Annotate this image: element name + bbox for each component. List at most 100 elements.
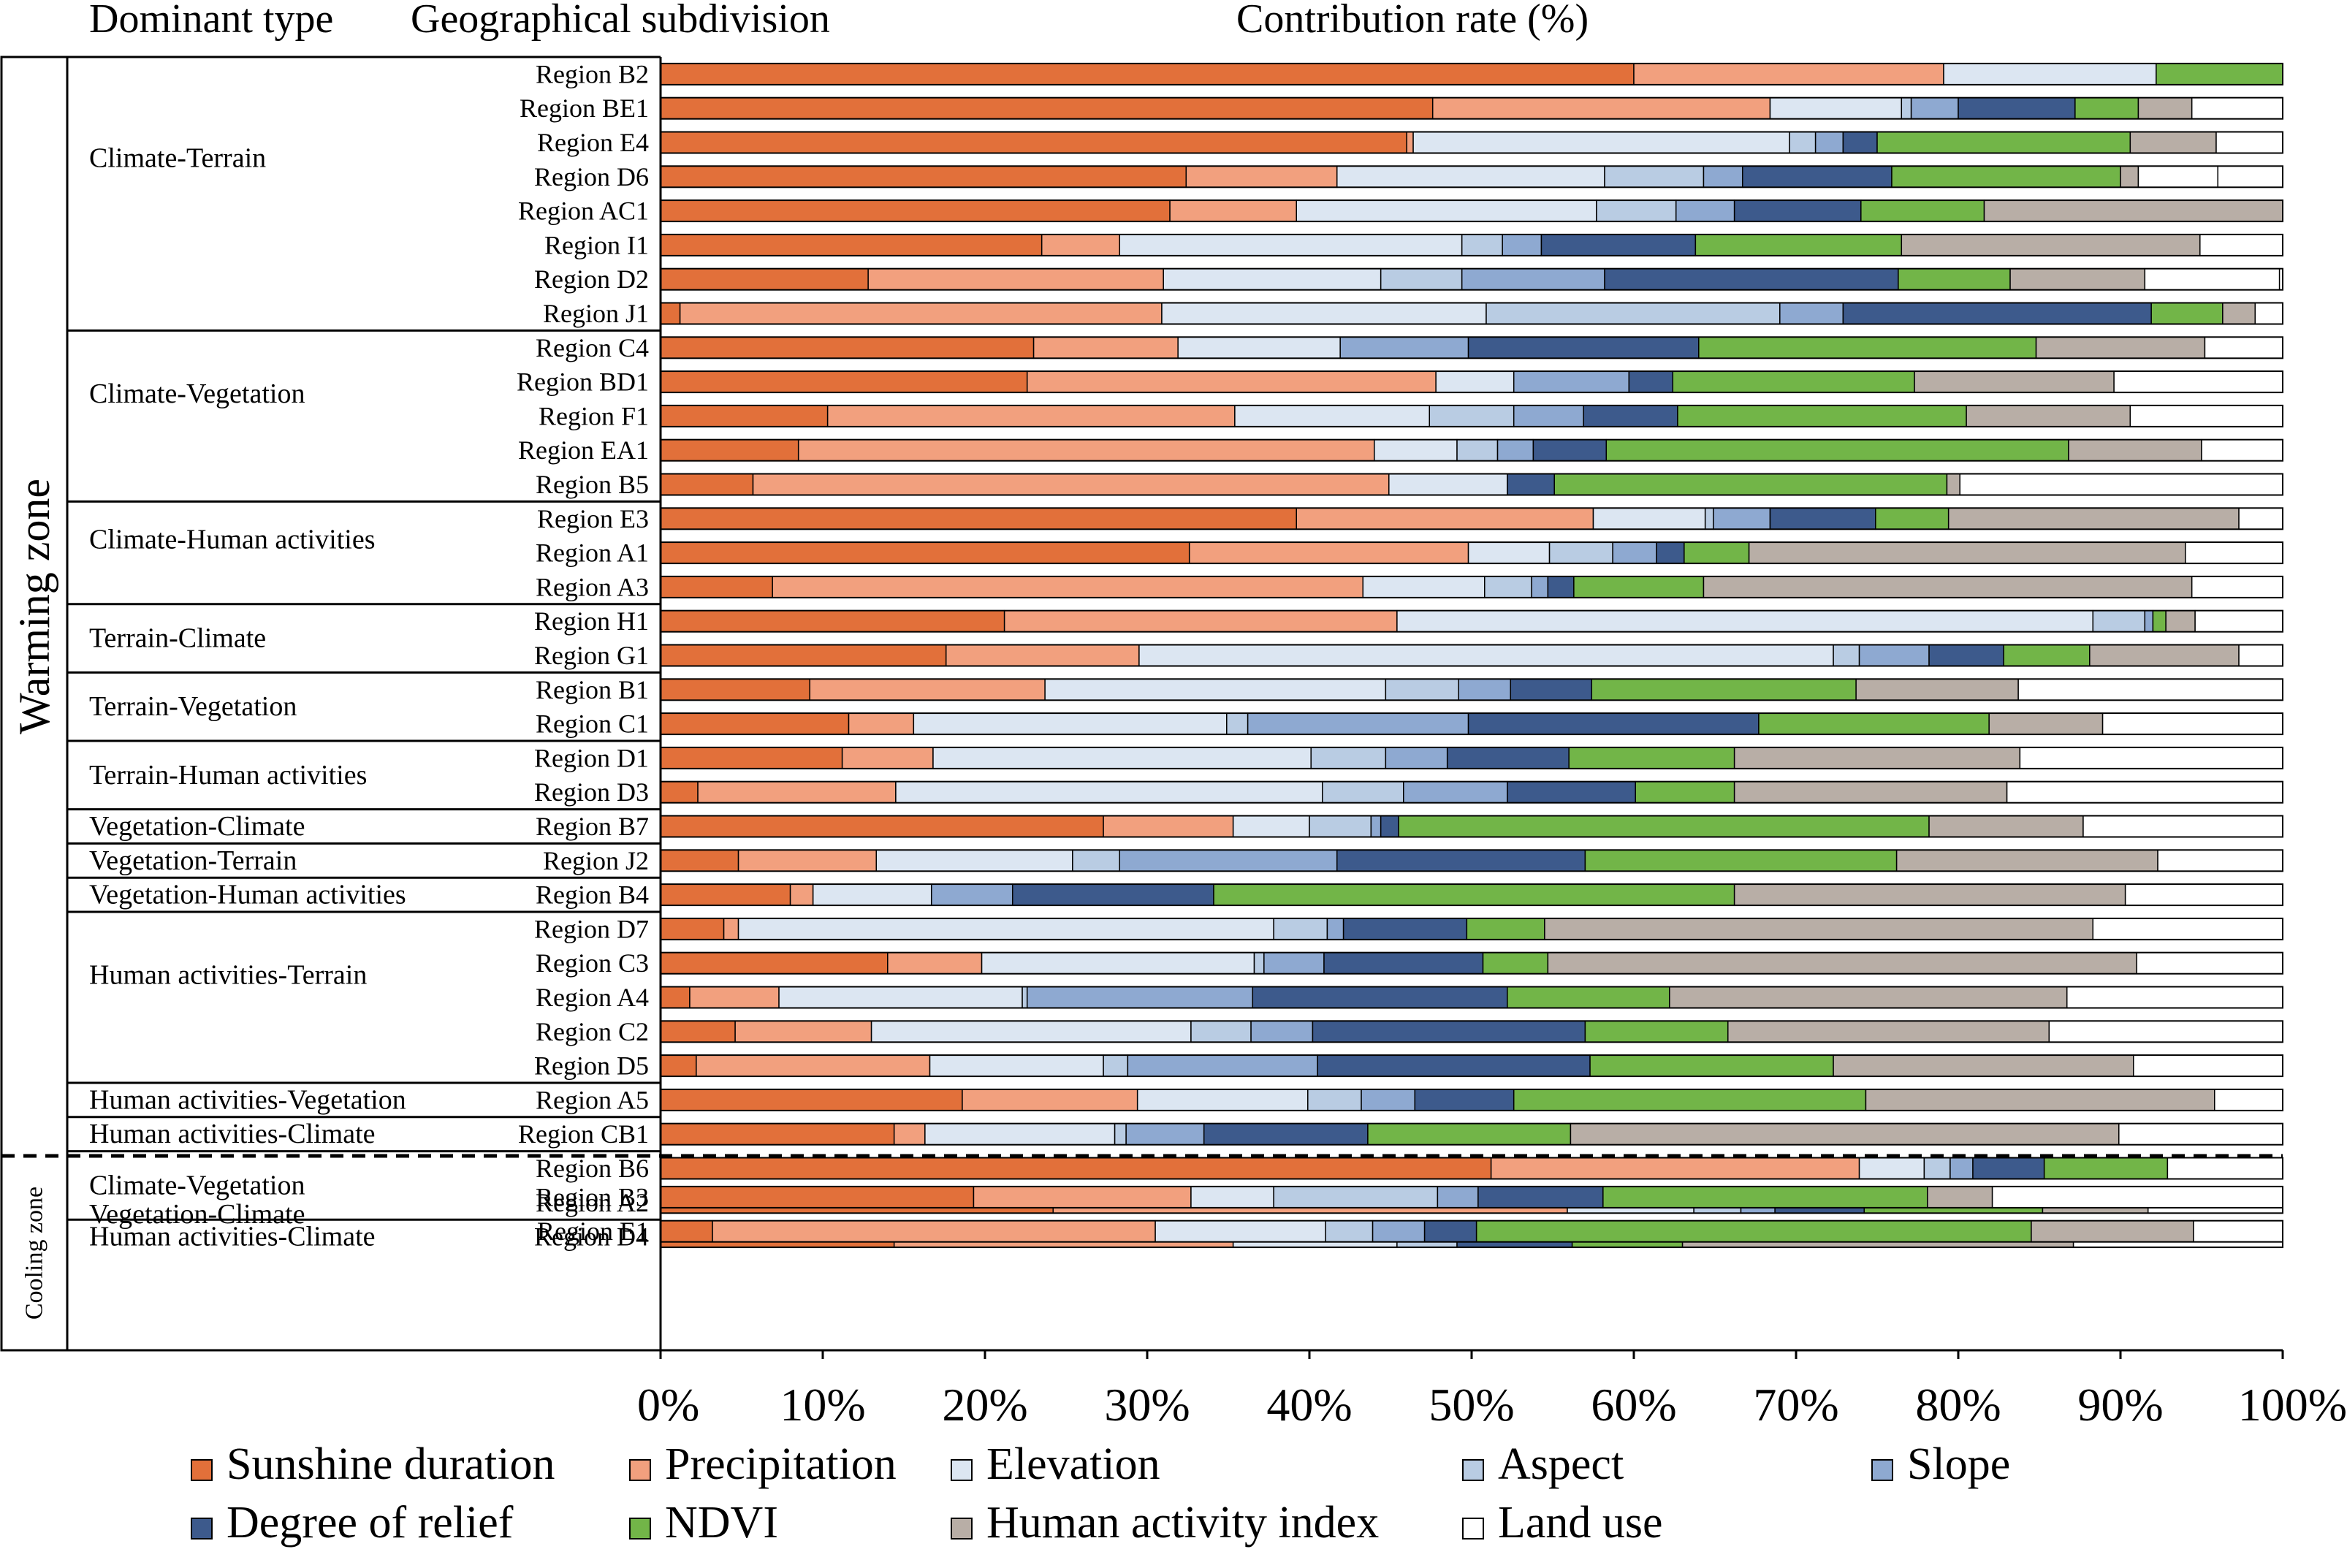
bar-region-b7-elevation	[1232, 815, 1310, 838]
region-label-region-b1: Region B1	[536, 675, 649, 704]
bar-region-ac1-precipitation	[1169, 199, 1297, 222]
bar-region-i1-human-activity-index	[1901, 234, 2201, 256]
bar-region-c2-precipitation	[734, 1020, 872, 1043]
bar-region-ac1-ndvi	[1860, 199, 1985, 222]
bar-region-e3-elevation	[1592, 507, 1706, 530]
bar-region-d5-land-use	[2133, 1054, 2283, 1077]
bar-region-h1-sunshine-duration	[660, 609, 1005, 633]
bar-region-cb1-elevation	[924, 1122, 1116, 1146]
bar-region-f1-elevation	[1234, 405, 1431, 427]
bar-region-c4-human-activity-index	[2035, 336, 2206, 359]
bar-region-d7-degree-of-relief	[1342, 918, 1468, 940]
bar-region-e1-degree-of-relief	[1423, 1219, 1477, 1243]
bar-region-e3-land-use	[2238, 507, 2283, 530]
bar-region-j2-slope	[1119, 849, 1338, 872]
bar-region-be1-land-use	[2191, 96, 2283, 120]
group-label-vegetation-climate: Vegetation-Climate	[89, 811, 305, 842]
bar-region-c1-precipitation	[848, 712, 915, 735]
bar-region-c3-ndvi	[1482, 951, 1549, 975]
bar-region-a5-aspect	[1307, 1089, 1362, 1111]
bar-region-b4-ndvi	[1213, 883, 1735, 906]
bar-region-ea1-ndvi	[1605, 438, 2069, 462]
bar-region-c4-degree-of-relief	[1467, 336, 1700, 359]
bar-region-d5-human-activity-index	[1833, 1054, 2134, 1077]
bar-region-d2-precipitation	[867, 267, 1164, 291]
bar-region-a4-aspect	[1022, 986, 1028, 1009]
bar-region-d1-slope	[1385, 747, 1448, 769]
x-tick-label-40: 40%	[1266, 1379, 1352, 1431]
bar-region-d3-ndvi	[1635, 780, 1735, 804]
bar-region-a3-human-activity-index	[1703, 576, 2193, 598]
region-label-region-d6: Region D6	[534, 162, 649, 191]
bar-region-a5-sunshine-duration	[660, 1089, 963, 1111]
bar-region-c3-land-use	[2136, 951, 2283, 975]
bar-region-j1-elevation	[1161, 302, 1487, 325]
bar-region-a4-human-activity-index	[1669, 986, 2068, 1009]
bar-region-e3-sunshine-duration	[660, 507, 1297, 530]
bar-region-bd1-precipitation	[1026, 370, 1437, 393]
bar-region-b5-ndvi	[1553, 473, 1948, 496]
region-label-region-c1: Region C1	[536, 709, 649, 739]
bar-region-b6-slope	[1950, 1157, 1974, 1180]
bar-region-g1-land-use	[2238, 644, 2283, 667]
bar-region-d2-human-activity-index	[2009, 267, 2146, 291]
bar-region-e4-precipitation	[1406, 131, 1414, 154]
bar-region-b7-sunshine-duration	[660, 815, 1104, 838]
bar-region-a4-precipitation	[689, 986, 780, 1009]
bar-region-c3-human-activity-index	[1547, 951, 2137, 975]
bar-region-be1-ndvi	[2074, 96, 2139, 120]
bar-region-d2-aspect	[1380, 267, 1463, 291]
bar-region-b2-sunshine-duration	[660, 63, 1635, 85]
bar-region-h1-human-activity-index	[2165, 609, 2196, 633]
bar-region-j1-aspect	[1486, 302, 1781, 325]
region-label-region-ea1: Region EA1	[518, 435, 649, 465]
bar-region-c4-precipitation	[1032, 336, 1179, 359]
bar-region-c3-precipitation	[887, 951, 983, 975]
bar-region-a3-aspect	[1484, 576, 1532, 598]
bar-region-i1-precipitation	[1041, 234, 1121, 256]
bar-region-e1-ndvi	[1475, 1219, 2032, 1243]
bar-region-j1-degree-of-relief	[1842, 302, 2152, 325]
bar-region-a1-elevation	[1467, 541, 1551, 564]
region-label-region-c2: Region C2	[536, 1017, 649, 1046]
bar-region-d3-aspect	[1322, 780, 1404, 804]
bar-region-ea1-elevation	[1374, 438, 1458, 462]
legend-label-aspect: Aspect	[1498, 1439, 1624, 1489]
bar-region-b1-ndvi	[1591, 678, 1857, 701]
bar-region-d6-sunshine-duration	[660, 165, 1187, 189]
bar-region-e4-land-use	[2215, 131, 2283, 154]
bar-region-e4-aspect	[1789, 131, 1817, 154]
bar-region-d3-slope	[1403, 780, 1508, 804]
bar-region-d7-aspect	[1273, 918, 1328, 940]
bar-region-ea1-degree-of-relief	[1532, 438, 1608, 462]
bar-region-g1-human-activity-index	[2089, 644, 2240, 667]
bar-region-c3-sunshine-duration	[660, 951, 889, 975]
bar-region-b7-degree-of-relief	[1380, 815, 1399, 838]
bar-region-d5-elevation	[929, 1054, 1104, 1077]
bar-region-d3-degree-of-relief	[1507, 780, 1636, 804]
bar-region-d1-ndvi	[1568, 747, 1735, 769]
region-label-region-d5: Region D5	[534, 1051, 649, 1081]
bar-region-g1-sunshine-duration	[660, 644, 947, 667]
bar-region-e1-sunshine-duration	[660, 1219, 713, 1243]
bar-region-ea1-land-use	[2201, 438, 2283, 462]
bar-region-ea1-slope	[1496, 438, 1534, 462]
bar-region-a3-sunshine-duration	[660, 576, 773, 598]
region-label-region-b3: Region B3	[536, 1182, 649, 1211]
bar-region-c4-ndvi	[1698, 336, 2037, 359]
bar-region-be1-sunshine-duration	[660, 96, 1434, 120]
region-label-region-cb1: Region CB1	[518, 1119, 649, 1149]
bar-region-a5-degree-of-relief	[1414, 1089, 1515, 1111]
zone-label-cooling-zone: Cooling zone	[21, 1187, 48, 1320]
group-label-terrain-climate: Terrain-Climate	[89, 623, 266, 654]
bar-region-e4-sunshine-duration	[660, 131, 1407, 154]
x-tick-label-30: 30%	[1104, 1379, 1190, 1431]
bar-region-c2-elevation	[870, 1020, 1192, 1043]
bar-region-c1-sunshine-duration	[660, 712, 850, 735]
bar-region-e1-precipitation	[712, 1219, 1156, 1243]
bar-region-a3-land-use	[2191, 576, 2283, 598]
bar-region-cb1-precipitation	[893, 1122, 926, 1146]
bar-region-c1-degree-of-relief	[1467, 712, 1760, 735]
bar-region-a4-land-use	[2066, 986, 2283, 1009]
bar-region-b6-aspect	[1923, 1157, 1951, 1180]
